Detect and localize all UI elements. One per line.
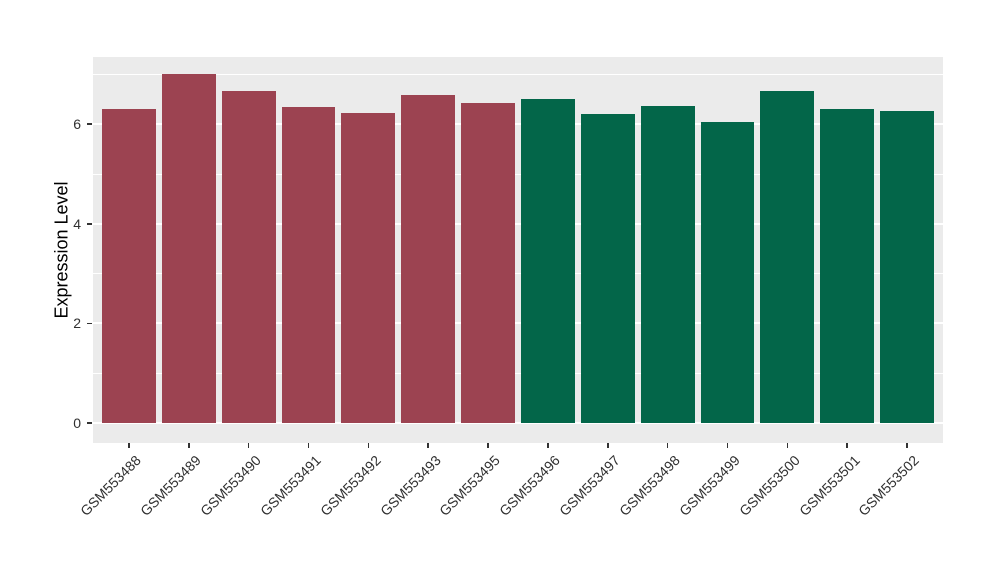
x-tick-mark: [547, 443, 549, 448]
major-gridline: [93, 222, 943, 225]
x-tick-mark: [427, 443, 429, 448]
y-tick-label: 0: [73, 415, 81, 432]
bar-GSM553497: [580, 113, 635, 424]
minor-gridline: [93, 372, 943, 374]
x-tick-mark: [786, 443, 789, 448]
bar-GSM553499: [700, 121, 755, 424]
bar-GSM553493: [401, 95, 456, 424]
bar-GSM553500: [760, 90, 815, 424]
x-tick-mark: [666, 443, 669, 448]
x-tick-mark: [846, 443, 848, 448]
y-tick-label: 6: [73, 116, 81, 133]
y-axis-title: Expression Level: [51, 181, 72, 319]
y-tick-mark: [87, 123, 92, 125]
bar-GSM553495: [461, 103, 515, 424]
x-tick-mark: [726, 443, 729, 448]
minor-gridline: [93, 273, 943, 275]
bar-GSM553490: [221, 90, 276, 424]
bar-GSM553501: [820, 109, 875, 424]
bar-GSM553496: [520, 99, 575, 424]
x-tick-mark: [128, 443, 130, 448]
bar-GSM553498: [640, 106, 695, 424]
bar-GSM553492: [341, 113, 396, 424]
y-tick-mark: [87, 422, 92, 424]
x-tick-mark: [906, 443, 908, 448]
major-gridline: [93, 123, 943, 126]
major-gridline: [93, 322, 943, 325]
plot-panel: [93, 57, 943, 443]
minor-gridline: [93, 173, 943, 175]
bar-GSM553502: [880, 110, 934, 424]
x-tick-mark: [367, 443, 370, 448]
x-tick-mark: [188, 443, 190, 448]
bar-GSM553489: [161, 73, 216, 424]
bar-GSM553488: [101, 109, 156, 424]
x-tick-mark: [307, 443, 310, 448]
bar-GSM553491: [281, 106, 336, 424]
y-tick-mark: [87, 223, 92, 225]
y-tick-mark: [87, 322, 92, 325]
x-tick-mark: [247, 443, 250, 448]
x-tick-mark: [487, 443, 489, 448]
minor-gridline: [93, 73, 943, 75]
major-gridline: [93, 422, 943, 425]
x-tick-mark: [607, 443, 609, 448]
